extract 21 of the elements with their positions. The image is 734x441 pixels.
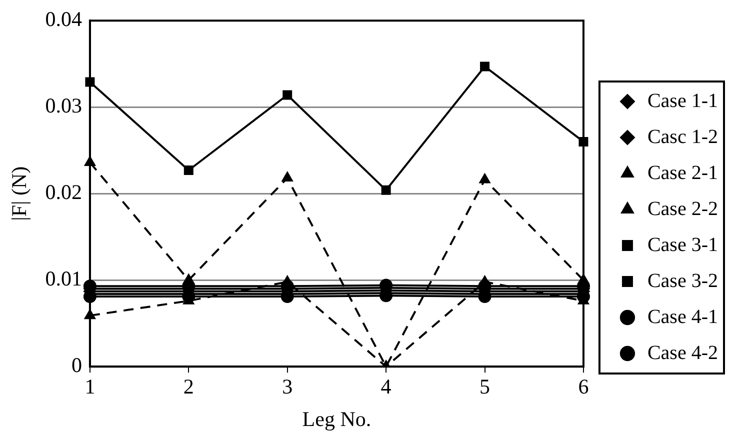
legend-label: Case 2-2 xyxy=(647,198,718,220)
legend-label: Case 2-1 xyxy=(647,162,718,184)
legend-label: Case 4-2 xyxy=(647,342,718,364)
y-tick-label: 0.02 xyxy=(45,180,82,204)
y-tick-label: 0.01 xyxy=(45,266,82,291)
legend-label: Case 3-2 xyxy=(647,270,718,292)
legend-label: Case 1-1 xyxy=(647,90,718,112)
x-tick-label: 6 xyxy=(578,374,589,399)
legend-label: Case 4-1 xyxy=(647,306,718,328)
y-tick-label: 0.04 xyxy=(45,7,82,32)
x-tick-label: 5 xyxy=(480,374,490,399)
x-axis-title: Leg No. xyxy=(302,406,372,431)
y-axis-title: |F| (N) xyxy=(7,166,32,221)
x-tick-label: 3 xyxy=(282,374,293,399)
x-tick-label: 4 xyxy=(380,374,392,399)
x-tick-label: 2 xyxy=(183,374,194,399)
y-tick-label: 0.03 xyxy=(45,94,82,118)
x-tick-label: 1 xyxy=(84,374,96,399)
y-tick-label: 0 xyxy=(71,353,82,378)
legend-label: Case 3-1 xyxy=(647,234,718,256)
legend-label: Casc 1-2 xyxy=(647,126,718,148)
